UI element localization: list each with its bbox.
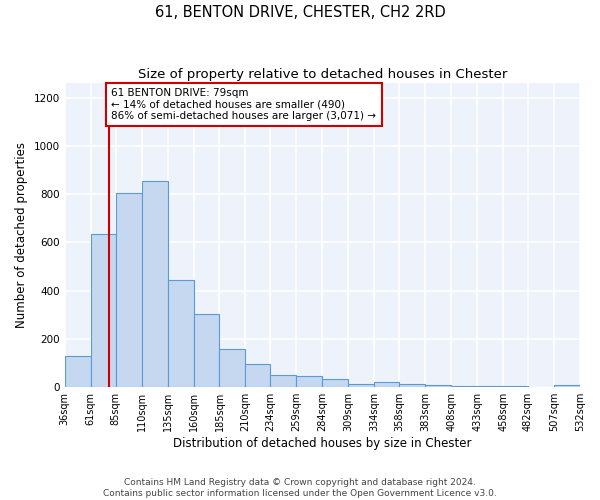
Bar [399, 384, 425, 387]
Bar [477, 386, 503, 387]
Bar [220, 349, 245, 387]
Text: Contains HM Land Registry data © Crown copyright and database right 2024.
Contai: Contains HM Land Registry data © Crown c… [103, 478, 497, 498]
Bar [116, 193, 142, 387]
Bar [65, 356, 91, 387]
Bar [554, 386, 580, 387]
X-axis label: Distribution of detached houses by size in Chester: Distribution of detached houses by size … [173, 437, 472, 450]
Bar [142, 181, 167, 387]
Y-axis label: Number of detached properties: Number of detached properties [15, 142, 28, 328]
Bar [322, 380, 349, 387]
Title: Size of property relative to detached houses in Chester: Size of property relative to detached ho… [137, 68, 507, 80]
Bar [503, 386, 528, 387]
Bar [91, 234, 116, 387]
Bar [349, 384, 374, 387]
Bar [425, 386, 451, 387]
Bar [245, 364, 271, 387]
Text: 61, BENTON DRIVE, CHESTER, CH2 2RD: 61, BENTON DRIVE, CHESTER, CH2 2RD [155, 5, 445, 20]
Bar [296, 376, 322, 387]
Bar [193, 314, 220, 387]
Bar [271, 375, 296, 387]
Bar [167, 280, 194, 387]
Bar [374, 382, 399, 387]
Bar [451, 386, 477, 387]
Text: 61 BENTON DRIVE: 79sqm
← 14% of detached houses are smaller (490)
86% of semi-de: 61 BENTON DRIVE: 79sqm ← 14% of detached… [112, 88, 376, 121]
